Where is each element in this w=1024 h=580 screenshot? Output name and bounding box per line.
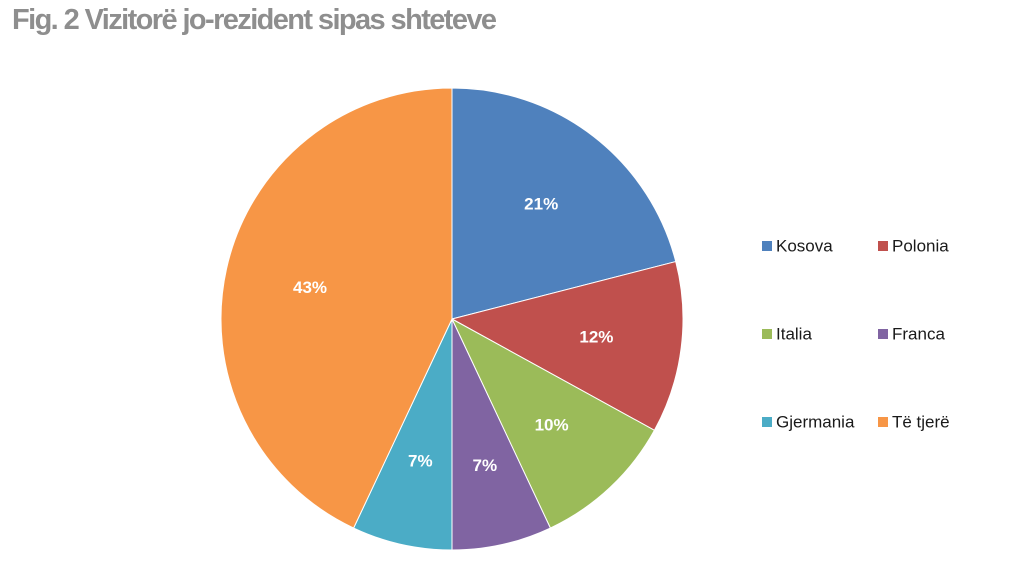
legend-label-polonia: Polonia	[892, 237, 949, 256]
legend-item-gjermania: Gjermania	[762, 413, 855, 432]
chart-title: Fig. 2 Vizitorë jo-rezident sipas shtete…	[12, 4, 497, 36]
pie-data-labels: 21% 12% 10% 7% 7% 43%	[293, 195, 613, 476]
data-label-polonia: 12%	[579, 328, 613, 347]
legend-swatch-gjermania	[762, 417, 772, 427]
legend-label-gjermania: Gjermania	[776, 413, 855, 432]
pie-slice-te-tjere	[220, 87, 453, 529]
legend-item-polonia: Polonia	[878, 237, 949, 256]
legend-swatch-franca	[878, 329, 888, 339]
legend-item-italia: Italia	[762, 325, 812, 344]
legend: Kosova Polonia Italia Franca Gjermania Të tje…	[762, 237, 950, 432]
legend-swatch-te-tjere	[878, 417, 888, 427]
pie-slice-franca	[451, 318, 552, 551]
legend-label-te-tjere: Të tjerë	[892, 413, 950, 432]
data-label-te-tjere: 43%	[293, 278, 327, 297]
pie-slice-gjermania	[352, 318, 453, 551]
pie-slices	[220, 87, 684, 551]
data-label-franca: 7%	[473, 456, 498, 475]
legend-swatch-italia	[762, 329, 772, 339]
pie-slice-polonia	[450, 260, 684, 431]
legend-item-kosova: Kosova	[762, 237, 833, 256]
legend-label-franca: Franca	[892, 325, 945, 344]
pie-slice-italia	[450, 317, 656, 529]
data-label-gjermania: 7%	[408, 452, 433, 471]
legend-label-italia: Italia	[776, 325, 812, 344]
legend-swatch-polonia	[878, 241, 888, 251]
data-label-italia: 10%	[535, 416, 569, 435]
legend-item-franca: Franca	[878, 325, 945, 344]
legend-swatch-kosova	[762, 241, 772, 251]
legend-label-kosova: Kosova	[776, 237, 833, 256]
data-label-kosova: 21%	[524, 195, 558, 214]
legend-item-te-tjere: Të tjerë	[878, 413, 950, 432]
pie-slice-kosova	[451, 87, 677, 320]
